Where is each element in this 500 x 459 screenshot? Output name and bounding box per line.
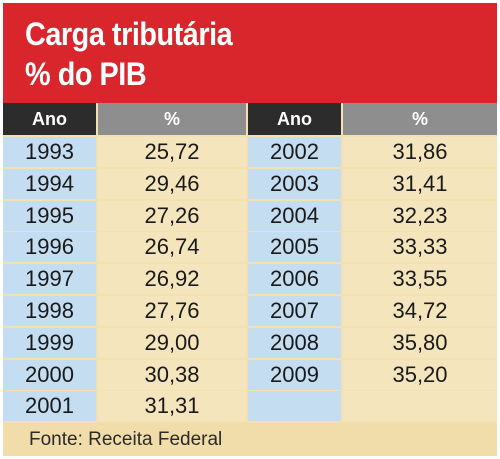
year-cell-right: 2005	[248, 232, 341, 262]
column-header-year-right: Ano	[248, 103, 341, 135]
percent-cell-left: 27,76	[98, 296, 246, 326]
percent-cell-left: 26,74	[98, 232, 246, 262]
percent-cell-right: 34,72	[343, 296, 497, 326]
year-cell-left: 1995	[3, 201, 96, 231]
year-cell-right: 2008	[248, 328, 341, 358]
year-cell-left: 1997	[3, 264, 96, 294]
header-banner: Carga tributária % do PIB	[3, 3, 497, 103]
year-cell-left: 1994	[3, 169, 96, 199]
chart-title: Carga tributária	[25, 16, 233, 52]
empty-year-cell	[248, 391, 341, 421]
percent-cell-right: 32,23	[343, 201, 497, 231]
column-header-percent-right: %	[343, 103, 497, 135]
percent-cell-right: 33,33	[343, 232, 497, 262]
percent-cell-right: 31,41	[343, 169, 497, 199]
year-cell-right: 2006	[248, 264, 341, 294]
empty-percent-cell	[343, 391, 497, 421]
year-cell-left: 1996	[3, 232, 96, 262]
year-cell-left: 1999	[3, 328, 96, 358]
chart-subtitle: % do PIB	[25, 56, 147, 92]
percent-cell-left: 29,00	[98, 328, 246, 358]
percent-cell-right: 33,55	[343, 264, 497, 294]
percent-cell-right: 31,86	[343, 137, 497, 167]
year-cell-right: 2003	[248, 169, 341, 199]
year-cell-left: 2001	[3, 391, 96, 421]
percent-cell-left: 31,31	[98, 391, 246, 421]
percent-cell-left: 27,26	[98, 201, 246, 231]
percent-cell-right: 35,20	[343, 360, 497, 390]
tax-burden-card: Carga tributária % do PIB Ano % Ano % 19…	[3, 3, 497, 456]
percent-cell-left: 29,46	[98, 169, 246, 199]
percent-cell-left: 25,72	[98, 137, 246, 167]
year-cell-left: 2000	[3, 360, 96, 390]
year-cell-right: 2009	[248, 360, 341, 390]
percent-cell-left: 26,92	[98, 264, 246, 294]
column-header-year-left: Ano	[3, 103, 96, 135]
source-note: Fonte: Receita Federal	[3, 423, 497, 456]
percent-cell-right: 35,80	[343, 328, 497, 358]
year-cell-right: 2004	[248, 201, 341, 231]
percent-cell-left: 30,38	[98, 360, 246, 390]
year-cell-right: 2002	[248, 137, 341, 167]
column-header-percent-left: %	[98, 103, 246, 135]
year-cell-left: 1993	[3, 137, 96, 167]
year-cell-right: 2007	[248, 296, 341, 326]
year-cell-left: 1998	[3, 296, 96, 326]
